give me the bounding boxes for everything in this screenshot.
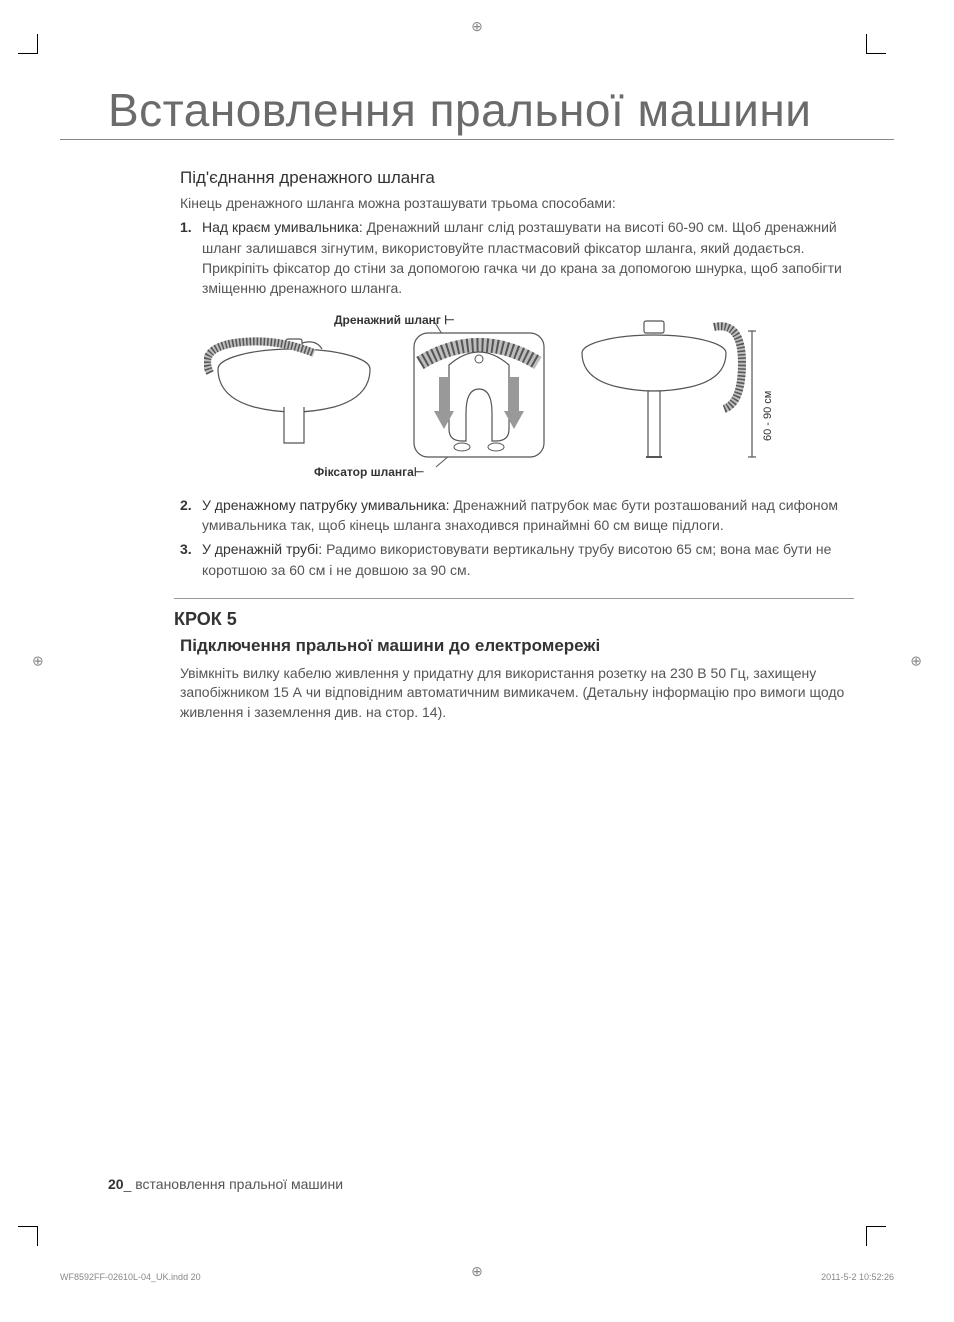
step-list-top: 1. Над краєм умивальника: Дренажний шлан… bbox=[180, 217, 854, 298]
imprint-line: WF8592FF-02610L-04_UK.indd 20 2011-5-2 1… bbox=[60, 1272, 894, 1282]
page-content: Встановлення пральної машини Під'єднання… bbox=[60, 60, 894, 1222]
list-item: 2. У дренажному патрубку умивальника: Др… bbox=[180, 495, 854, 536]
content-body: Під'єднання дренажного шланга Кінець дре… bbox=[60, 168, 894, 723]
page-title: Встановлення пральної машини bbox=[60, 60, 894, 140]
crop-mark-tr bbox=[866, 34, 886, 54]
step-heading: КРОК 5 bbox=[174, 598, 854, 630]
page-number: 20 bbox=[108, 1176, 124, 1192]
diagram-drain-hose: Дренажний шланг ⊢ Фіксатор шланга⊢ 60 - … bbox=[204, 313, 854, 481]
section-heading-hose: Під'єднання дренажного шланга bbox=[180, 168, 854, 188]
imprint-file: WF8592FF-02610L-04_UK.indd 20 bbox=[60, 1272, 201, 1282]
step-list-bottom: 2. У дренажному патрубку умивальника: Др… bbox=[180, 495, 854, 580]
registration-mark-right: ⊕ bbox=[910, 653, 922, 670]
step-number: 3. bbox=[180, 539, 202, 580]
footer-label: _ встановлення пральної машини bbox=[124, 1176, 343, 1192]
step-text: У дренажному патрубку умивальника: Дрена… bbox=[202, 495, 854, 536]
crop-mark-br bbox=[866, 1226, 886, 1246]
imprint-date: 2011-5-2 10:52:26 bbox=[821, 1272, 894, 1282]
step-text: У дренажній трубі: Радимо використовуват… bbox=[202, 539, 854, 580]
page-footer: 20_ встановлення пральної машини bbox=[108, 1176, 343, 1192]
step-body: Увімкніть вилку кабелю живлення у придат… bbox=[180, 664, 854, 723]
registration-mark-top: ⊕ bbox=[471, 18, 483, 35]
list-item: 1. Над краєм умивальника: Дренажний шлан… bbox=[180, 217, 854, 298]
step-subheading: Підключення пральної машини до електроме… bbox=[180, 636, 854, 656]
crop-mark-bl bbox=[18, 1226, 38, 1246]
registration-mark-left: ⊕ bbox=[32, 653, 44, 670]
section-intro: Кінець дренажного шланга можна розташува… bbox=[180, 194, 854, 214]
list-item: 3. У дренажній трубі: Радимо використову… bbox=[180, 539, 854, 580]
step-number: 1. bbox=[180, 217, 202, 298]
step-number: 2. bbox=[180, 495, 202, 536]
crop-mark-tl bbox=[18, 34, 38, 54]
diagram-svg bbox=[204, 313, 784, 473]
step-text: Над краєм умивальника: Дренажний шланг с… bbox=[202, 217, 854, 298]
